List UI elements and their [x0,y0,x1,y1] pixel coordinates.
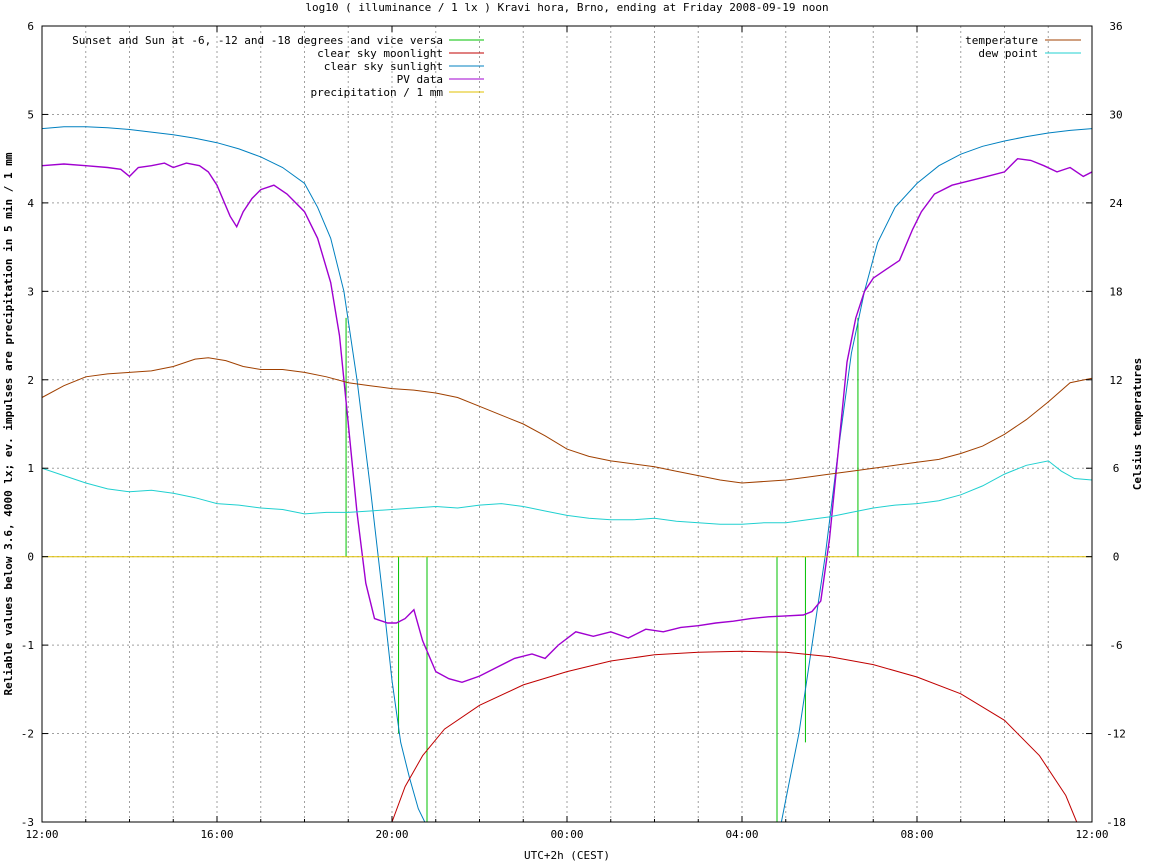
chart-title: log10 ( illuminance / 1 lx ) Kravi hora,… [305,1,828,14]
y2-tick-label: 36 [1109,20,1122,33]
y-tick-label: 5 [27,108,34,121]
series-line-dew-point [42,460,1092,525]
y-tick-label: 2 [27,374,34,387]
y-tick-label: 0 [27,551,34,564]
y-tick-label: -1 [21,639,34,652]
legend-label: PV data [397,73,443,86]
series-line-pv-data [42,157,1092,684]
axis-ticks: 12:00 16:00 20:00 00:00 04:00 08:00 12:00-3-2-… [21,20,1126,841]
x-tick-label: 16:00 [200,828,233,841]
series-line-clear-sky-sunlight-morning- [780,128,1092,822]
y-tick-label: 3 [27,285,34,298]
legend-label: dew point [978,47,1038,60]
y2-tick-label: -6 [1109,639,1122,652]
series-line-clear-sky-moonlight [391,650,1078,822]
legend-label: precipitation / 1 mm [311,86,444,99]
legend-label: temperature [965,34,1038,47]
x-tick-label: 20:00 [375,828,408,841]
x-tick-label: 12:00 [1075,828,1108,841]
y2-tick-label: 24 [1109,197,1123,210]
series-layer [42,126,1092,822]
y-tick-label: 4 [27,197,34,210]
y-axis-label: Reliable values below 3.6, 4000 lx; ev. … [2,152,15,695]
y2-tick-label: 30 [1109,108,1122,121]
y2-tick-label: 0 [1113,551,1120,564]
y2-tick-label: 6 [1113,462,1120,475]
legend-label: Sunset and Sun at -6, -12 and -18 degree… [72,34,443,47]
y2-tick-label: -12 [1106,728,1126,741]
x-tick-label: 04:00 [725,828,758,841]
y2-tick-label: 12 [1109,374,1122,387]
legend-label: clear sky sunlight [324,60,443,73]
x-tick-label: 00:00 [550,828,583,841]
legend: Sunset and Sun at -6, -12 and -18 degree… [72,34,1081,99]
y-tick-label: 6 [27,20,34,33]
series-line-temperature [42,357,1092,484]
x-tick-label: 08:00 [900,828,933,841]
y-tick-label: -3 [21,816,34,829]
y-tick-label: 1 [27,462,34,475]
legend-label: clear sky moonlight [317,47,443,60]
x-tick-label: 12:00 [25,828,58,841]
y2-tick-label: -18 [1106,816,1126,829]
x-axis-label: UTC+2h (CEST) [524,849,610,862]
y-tick-label: -2 [21,728,34,741]
y2-tick-label: 18 [1109,285,1122,298]
series-line-clear-sky-sunlight [42,126,426,822]
y2-axis-label: Celsius temperatures [1131,358,1144,490]
